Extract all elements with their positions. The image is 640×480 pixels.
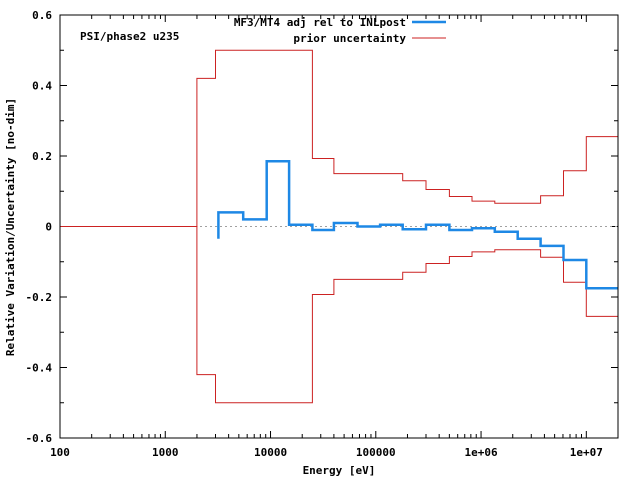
x-tick-label: 100: [50, 446, 70, 459]
y-tick-labels: 0.6 0.4 0.2 0 -0.2 -0.4 -0.6: [26, 9, 53, 445]
series-prior-uncertainty-upper: [60, 49, 618, 227]
x-axis-label: Energy [eV]: [303, 464, 376, 477]
y-tick-label: 0.4: [32, 80, 52, 93]
y-tick-label: -0.4: [26, 362, 53, 375]
series-adjustment: [217, 160, 618, 290]
y-tick-label: -0.6: [26, 432, 53, 445]
legend-label-adjustment: MF3/MT4 adj rel to INLpost: [234, 16, 406, 29]
x-tick-label: 1000: [152, 446, 179, 459]
y-tick-label: -0.2: [26, 291, 53, 304]
x-tick-label: 1e+07: [570, 446, 603, 459]
x-tick-labels: 100 1000 10000 100000 1e+06 1e+07: [50, 446, 603, 459]
y-tick-label: 0: [45, 221, 52, 234]
legend-label-uncertainty: prior uncertainty: [293, 32, 406, 45]
x-tick-label: 10000: [254, 446, 287, 459]
y-tick-label: 0.2: [32, 150, 52, 163]
series-prior-uncertainty-lower: [60, 226, 618, 404]
series-layer: [60, 49, 618, 404]
y-tick-label: 0.6: [32, 9, 52, 22]
plot-frame: [59, 14, 619, 439]
chart-annotation: PSI/phase2 u235: [80, 30, 179, 43]
y-axis-label: Relative Variation/Uncertainty [no-dim]: [4, 98, 17, 356]
x-tick-label: 100000: [356, 446, 396, 459]
legend: MF3/MT4 adj rel to INLpost prior uncerta…: [234, 16, 446, 45]
x-tick-label: 1e+06: [464, 446, 497, 459]
